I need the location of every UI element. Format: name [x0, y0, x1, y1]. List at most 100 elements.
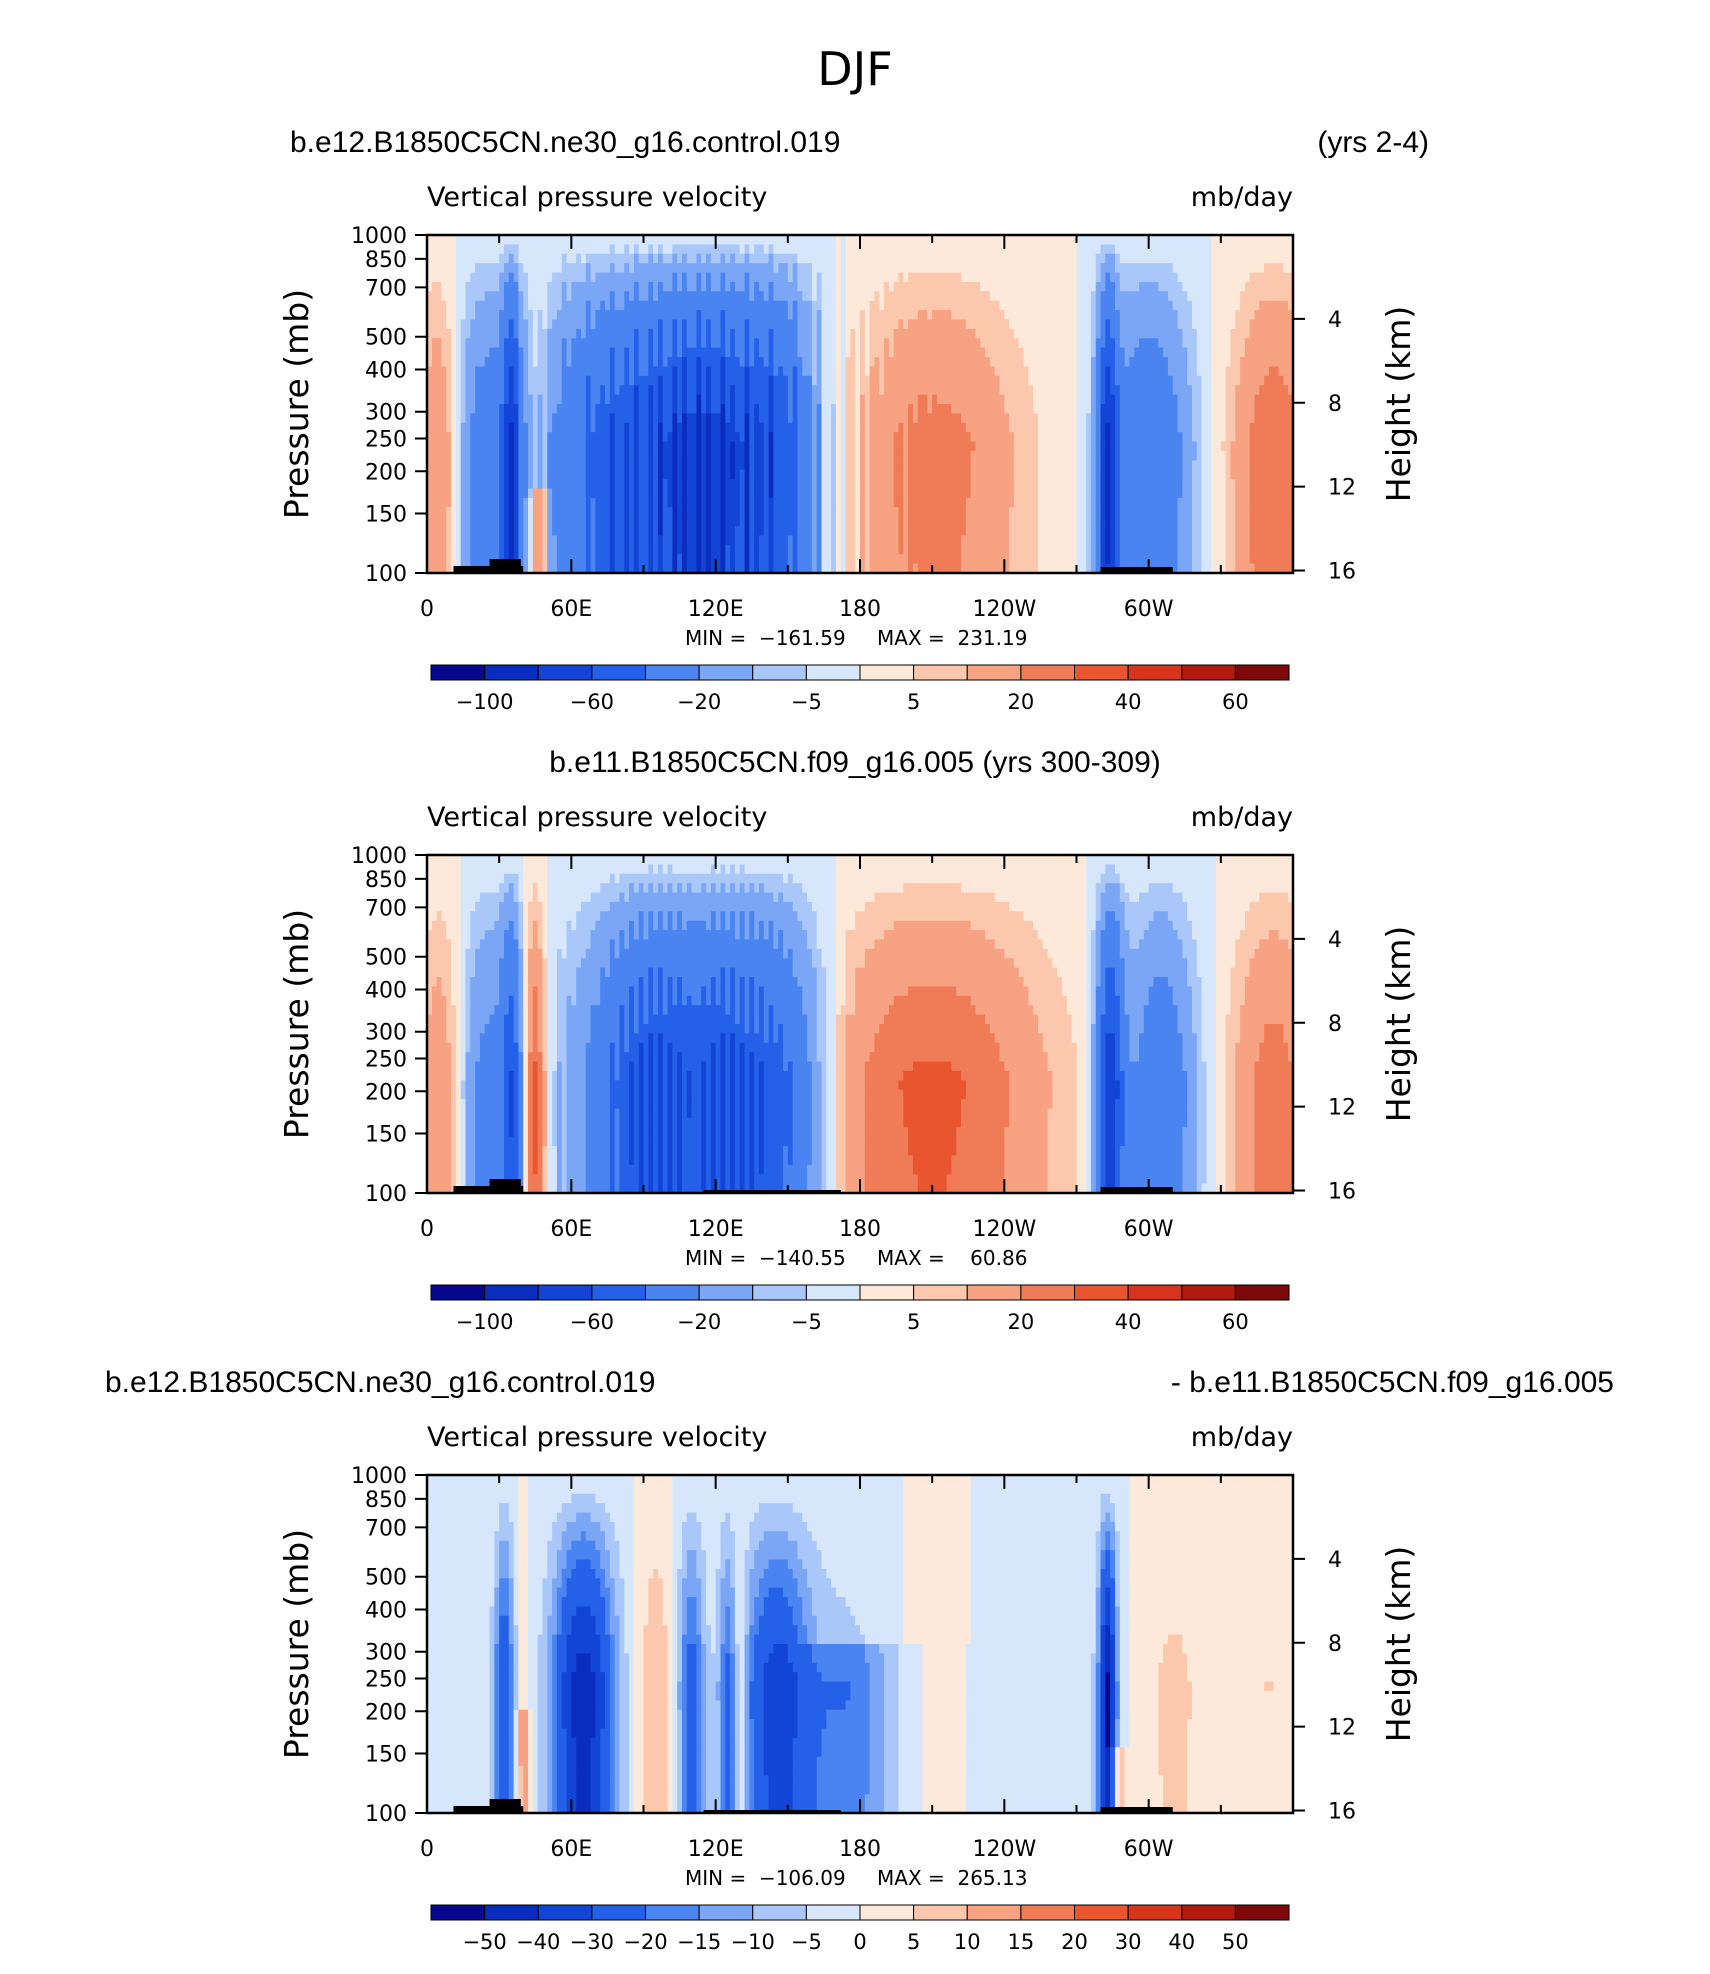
panel-2-x-axis: 0 60E 120E 180 120W 60W: [420, 855, 1294, 1242]
panel-2-y-tick-label: 500: [365, 946, 407, 971]
colorbar-swatch: [805, 664, 861, 681]
colorbar-swatch: [698, 1284, 754, 1301]
panel-3-contour-field: [427, 1475, 1294, 1814]
colorbar-swatch: [1127, 1904, 1183, 1921]
panel-1-topography: [453, 559, 1173, 573]
panel-1-x-tick-label: 180: [839, 597, 881, 622]
panel-1-plot: Vertical pressure velocity mb/day 0 60E 120E…: [277, 182, 1418, 714]
colorbar-swatch: [1181, 664, 1236, 681]
colorbar-swatch: [859, 664, 915, 681]
panel-1-min: MIN = −161.59: [685, 626, 846, 650]
colorbar-label: 0: [853, 1930, 866, 1954]
panel-3-y2-tick-label: 16: [1328, 1800, 1356, 1825]
panel-1-y-tick-label: 150: [365, 502, 407, 527]
panel-1-y2-tick-label: 16: [1328, 560, 1356, 585]
colorbar-swatch: [913, 1284, 968, 1301]
panel-1-x-tick-label: 60W: [1124, 597, 1174, 622]
panel-2-y-tick-label: 1000: [351, 844, 407, 869]
colorbar-label: 40: [1115, 690, 1142, 714]
panel-3-colorbar: −50 −40 −30 −20 −15 −10 −5 0 5 10 15 20 30 40 50: [430, 1904, 1290, 1954]
panel-1-contour-field: [427, 235, 1294, 574]
colorbar-swatch: [591, 1904, 646, 1921]
panel-1-header-right: (yrs 2-4): [1317, 126, 1429, 159]
panel-2-y-tick-label: 250: [365, 1047, 407, 1072]
panel-1-header-left: b.e12.B1850C5CN.ne30_g16.control.019: [290, 126, 841, 159]
panel-3-y-tick-label: 100: [365, 1802, 407, 1827]
panel-1-x-tick-label: 60E: [550, 597, 592, 622]
panel-2-y2-axis: 16 12 8 4 Height (km): [1293, 926, 1418, 1205]
panel-1-x-axis: 0 60E 120E 180 120W 60W: [420, 235, 1294, 622]
colorbar-swatch: [752, 1284, 807, 1301]
colorbar-swatch: [1074, 1904, 1129, 1921]
colorbar-swatch: [966, 664, 1022, 681]
panel-1-y-tick-label: 200: [365, 460, 407, 485]
colorbar-swatch: [484, 664, 539, 681]
colorbar-swatch: [805, 1284, 861, 1301]
colorbar-label: 20: [1061, 1930, 1088, 1954]
panel-3-y2-tick-label: 4: [1328, 1548, 1342, 1573]
panel-2-y-tick-label: 400: [365, 979, 407, 1004]
panel-1-y2-tick-label: 4: [1328, 308, 1342, 333]
colorbar-swatch: [1127, 1284, 1183, 1301]
colorbar-swatch: [1181, 1284, 1236, 1301]
panel-2-y-tick-label: 850: [365, 868, 407, 893]
panel-2-y-tick-label: 300: [365, 1021, 407, 1046]
panel-3-header-right: - b.e11.B1850C5CN.f09_g16.005: [1170, 1366, 1614, 1399]
panel-2-y-tick-label: 100: [365, 1182, 407, 1207]
panel-2-contour-field: [427, 855, 1294, 1194]
panel-3-topography: [453, 1799, 1173, 1813]
colorbar-label: 30: [1115, 1930, 1142, 1954]
panel-3-y-tick-label: 700: [365, 1516, 407, 1541]
colorbar-swatch: [859, 1904, 915, 1921]
colorbar-swatch: [591, 664, 646, 681]
panel-3-x-tick-label: 60W: [1124, 1837, 1174, 1862]
colorbar-label: −50: [462, 1930, 506, 1954]
colorbar-swatch: [645, 1904, 700, 1921]
panel-3-plot: Vertical pressure velocity mb/day 0 60E 120E…: [277, 1422, 1418, 1954]
panel-2-topography: [453, 1179, 1173, 1193]
colorbar-label: −10: [731, 1930, 775, 1954]
colorbar-swatch: [913, 1904, 968, 1921]
colorbar-swatch: [484, 1904, 539, 1921]
colorbar-swatch: [1127, 664, 1183, 681]
panel-1-x-tick-label: 120W: [972, 597, 1036, 622]
panel-1-y-tick-label: 700: [365, 276, 407, 301]
colorbar-swatch: [805, 1904, 861, 1921]
colorbar-swatch: [1181, 1904, 1236, 1921]
colorbar-label: −5: [791, 1310, 822, 1334]
colorbar-label: −15: [677, 1930, 721, 1954]
panel-1-y2-axis: 16 12 8 4 Height (km): [1293, 306, 1418, 585]
panel-3-y-tick-label: 500: [365, 1566, 407, 1591]
panel-1-y-tick-label: 1000: [351, 224, 407, 249]
colorbar-label: −20: [677, 1310, 721, 1334]
panel-3-x-tick-label: 120W: [972, 1837, 1036, 1862]
colorbar-label: −5: [791, 690, 822, 714]
colorbar-label: 5: [907, 690, 920, 714]
panel-3-min: MIN = −106.09: [685, 1866, 846, 1890]
colorbar-swatch: [645, 664, 700, 681]
colorbar-label: −60: [570, 1310, 614, 1334]
panel-1-y-tick-label: 400: [365, 359, 407, 384]
colorbar-label: −30: [570, 1930, 614, 1954]
panel-1-y2-tick-label: 12: [1328, 476, 1356, 501]
colorbar-swatch: [430, 1904, 486, 1921]
colorbar-swatch: [1020, 1284, 1075, 1301]
colorbar-swatch: [645, 1284, 700, 1301]
colorbar-label: −100: [456, 690, 514, 714]
panel-3-y-tick-label: 300: [365, 1641, 407, 1666]
panel-2-x-tick-label: 120E: [688, 1217, 744, 1242]
panel-3-y-label: Pressure (mb): [277, 1529, 316, 1759]
colorbar-label: 40: [1115, 1310, 1142, 1334]
panel-1-y2-tick-label: 8: [1328, 392, 1342, 417]
panel-2-y2-tick-label: 16: [1328, 1180, 1356, 1205]
panel-2-max: MAX = 60.86: [877, 1246, 1028, 1270]
colorbar-swatch: [430, 1284, 486, 1301]
panel-2-y-tick-label: 700: [365, 896, 407, 921]
panel-3-y2-tick-label: 12: [1328, 1716, 1356, 1741]
panel-2-x-tick-label: 60E: [550, 1217, 592, 1242]
colorbar-label: 20: [1008, 1310, 1035, 1334]
